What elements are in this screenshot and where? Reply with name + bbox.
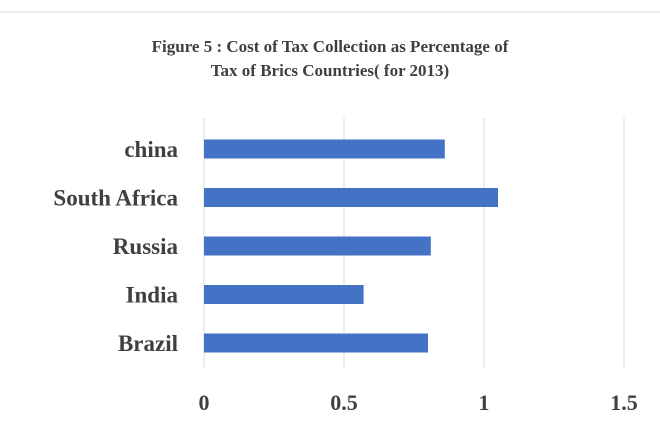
bar-south-africa: [204, 188, 498, 207]
bar-china: [204, 139, 445, 159]
x-axis-tick-labels: 0 0.5 1 1.5: [199, 390, 638, 415]
category-label: South Africa: [53, 186, 178, 211]
chart-title-line-1: Figure 5 : Cost of Tax Collection as Per…: [152, 37, 509, 56]
bar-brazil: [204, 333, 428, 353]
category-labels: china South Africa Russia India Brazil: [53, 137, 178, 356]
category-label: china: [124, 137, 178, 162]
x-tick-label: 0.5: [330, 390, 358, 415]
category-label: Russia: [113, 234, 179, 259]
bars: [204, 139, 498, 353]
category-label: India: [126, 283, 179, 308]
category-label: Brazil: [118, 331, 178, 356]
bar-russia: [204, 236, 431, 256]
x-tick-label: 1: [479, 390, 490, 415]
x-tick-label: 0: [199, 390, 210, 415]
chart-title-line-2: Tax of Brics Countries( for 2013): [211, 61, 449, 80]
x-tick-label: 1.5: [610, 390, 638, 415]
bar-india: [204, 285, 364, 304]
